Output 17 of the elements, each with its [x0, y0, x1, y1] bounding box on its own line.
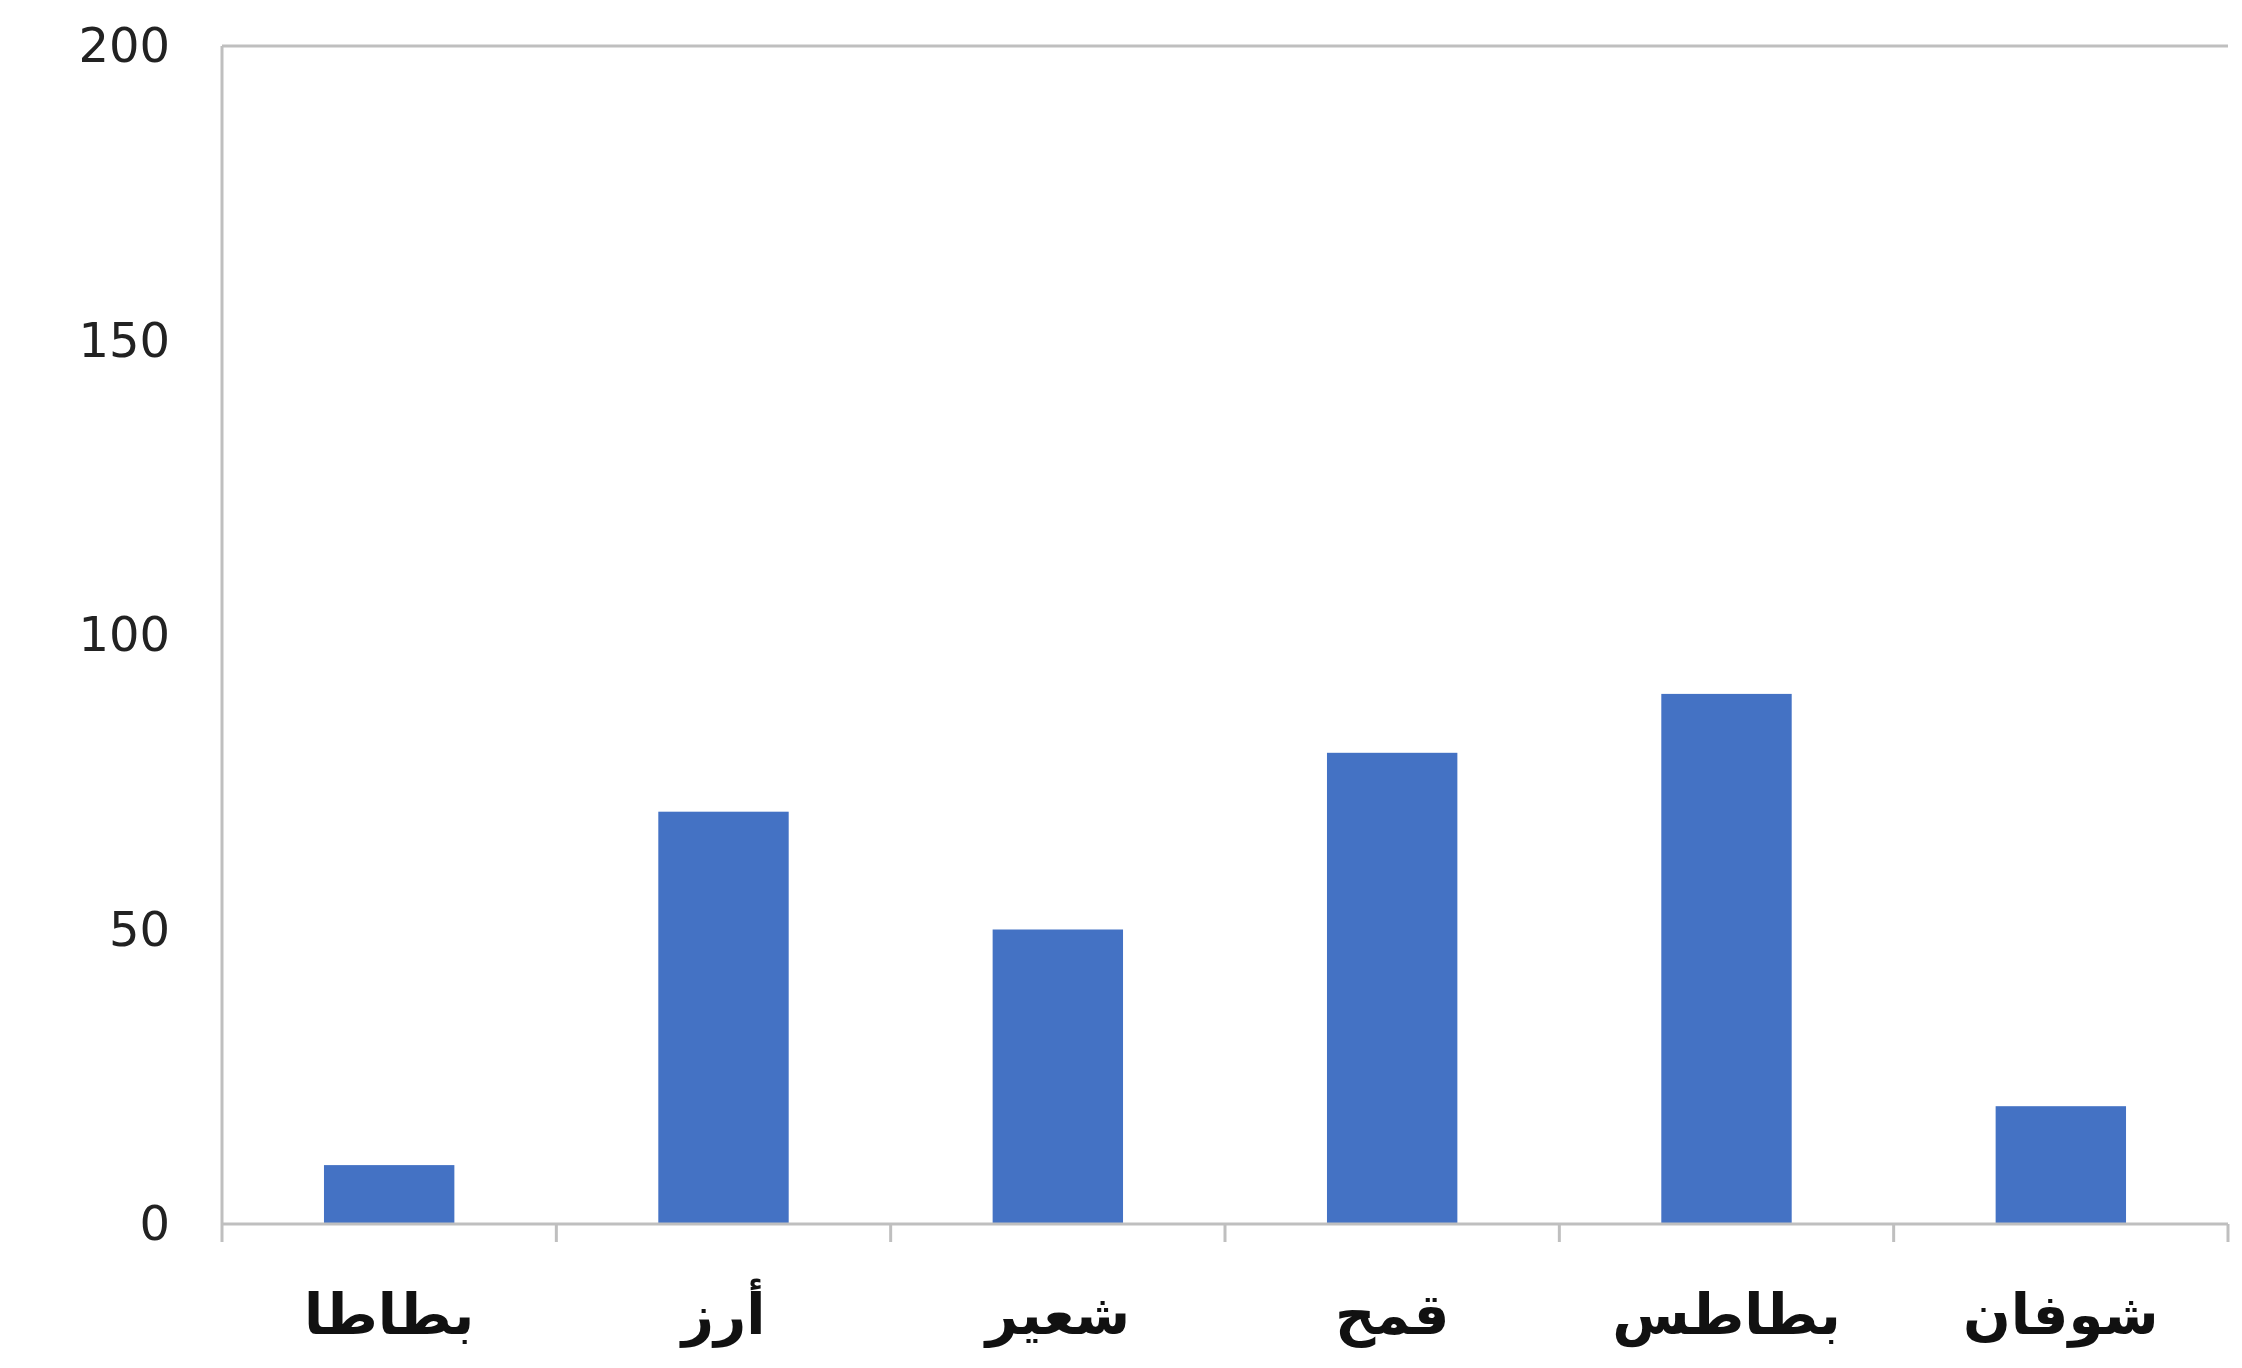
- y-tick-label: 50: [108, 900, 170, 957]
- bar: [1326, 752, 1458, 1224]
- x-tick-label: شوفان: [1963, 1282, 2159, 1348]
- bar: [992, 929, 1124, 1224]
- y-tick-label: 100: [78, 606, 170, 662]
- bar: [1995, 1106, 2127, 1224]
- x-tick-label: بطاطس: [1612, 1282, 1841, 1348]
- y-tick-label: 150: [78, 311, 170, 368]
- x-tick-label: بطاطا: [303, 1282, 475, 1347]
- bar: [1661, 693, 1792, 1224]
- x-tick-label: شعير: [982, 1282, 1131, 1348]
- y-tick-label: 200: [78, 17, 170, 73]
- bar: [323, 1165, 455, 1224]
- x-tick-label: أرز: [678, 1278, 766, 1348]
- x-tick-label: قمح: [1334, 1282, 1450, 1348]
- y-tick-label: 0: [139, 1195, 170, 1251]
- bar: [658, 811, 789, 1224]
